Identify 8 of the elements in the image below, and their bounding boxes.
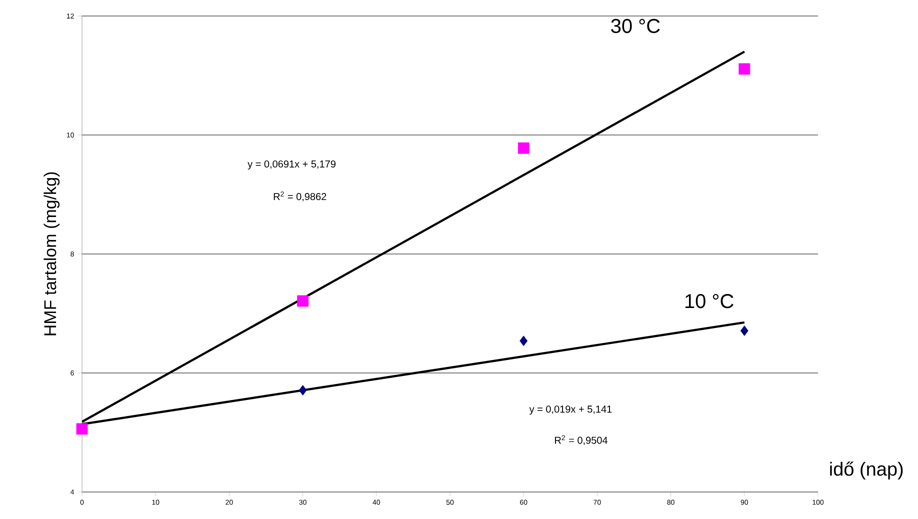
y-axis-title: HMF tartalom (mg/kg) [44, 172, 60, 336]
annotation: R$^{2}$ = 0,9862 [274, 192, 326, 202]
annotation: y = 0,019x + 5,141 [529, 406, 612, 415]
annotation: 10 °C [685, 294, 734, 308]
annotation: 30 °C [611, 18, 660, 34]
annotation: y = 0,0691x + 5,179 [248, 160, 336, 170]
annotation: R$^{2}$ = 0,9504 [555, 435, 608, 446]
x-axis-title: idő (nap) [830, 462, 903, 480]
